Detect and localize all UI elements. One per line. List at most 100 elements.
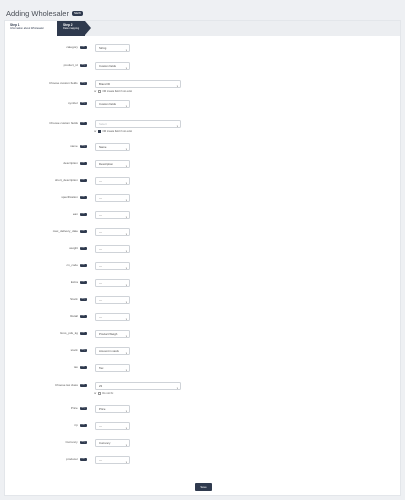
- step-1[interactable]: Step 1 Information about Wholesaler: [5, 21, 57, 36]
- chevron-down-icon: ▾: [125, 266, 127, 270]
- create-field-checkbox[interactable]: [97, 130, 101, 133]
- field-tag-badge: OPT: [79, 457, 87, 461]
- field-select[interactable]: Amount in stock ▾: [95, 347, 130, 355]
- field-tag-badge: REQ: [79, 406, 87, 410]
- chevron-down-icon: ▾: [125, 48, 127, 52]
- field-label-text: short_description: [55, 178, 78, 182]
- step-1-subtitle: Information about Wholesaler: [10, 27, 44, 30]
- field-select[interactable]: --- ▾: [95, 456, 130, 464]
- chevron-down-icon: ▾: [125, 409, 127, 413]
- field-select-value: ---: [99, 424, 102, 428]
- field-label: Choose custom fields REQ: [49, 81, 87, 85]
- page-header: Adding Wholesaler NEW: [0, 0, 405, 22]
- field-select[interactable]: --- ▾: [95, 194, 130, 202]
- field-select[interactable]: --- ▾: [95, 262, 130, 270]
- field-select[interactable]: Currency ▾: [95, 439, 130, 447]
- field-select[interactable]: 23 ▾: [95, 382, 181, 390]
- field-select[interactable]: --- ▾: [95, 228, 130, 236]
- field-tag-badge: REQ: [79, 101, 87, 105]
- chevron-down-icon: ▾: [176, 84, 178, 88]
- stepper: Step 1 Information about Wholesaler Step…: [5, 21, 400, 36]
- field-select-value: ---: [99, 196, 102, 200]
- field-select[interactable]: Description ▾: [95, 160, 130, 168]
- or-label: or: [94, 130, 97, 133]
- field-label-text: rrp: [74, 423, 78, 427]
- field-select[interactable]: Product Weigh ▾: [95, 330, 130, 338]
- field-select-value: Tax: [99, 366, 104, 370]
- field-tag-badge: OPT: [79, 229, 87, 233]
- field-label-text: product_id: [63, 63, 78, 67]
- field-label: cn_code OPT: [67, 263, 87, 267]
- field-tag-badge: OPT: [79, 280, 87, 284]
- field-tag-badge: OPT: [79, 178, 87, 182]
- field-label: Choose custom fields OPT: [49, 121, 87, 125]
- field-select-value: String: [99, 46, 107, 50]
- field-select[interactable]: --- ▾: [95, 245, 130, 253]
- field-select[interactable]: Brand ID ▾: [95, 80, 181, 88]
- chevron-down-icon: ▾: [125, 317, 127, 321]
- field-label-text: specification: [61, 195, 78, 199]
- field-select[interactable]: Custom fields ▾: [95, 62, 130, 70]
- create-field-checkbox[interactable]: [97, 90, 101, 93]
- field-select[interactable]: Price ▾: [95, 405, 130, 413]
- field-select[interactable]: --- ▾: [95, 422, 130, 430]
- field-select-value: ---: [99, 298, 102, 302]
- field-label: specification OPT: [61, 195, 87, 199]
- field-label-text: tax: [73, 365, 78, 369]
- field-label-text: Extra: [70, 280, 78, 284]
- field-select[interactable]: Select ▾: [95, 120, 181, 128]
- field-tag-badge: REQ: [79, 348, 87, 352]
- create-field-option: or OR create field if not exist: [94, 90, 132, 93]
- field-select-value: ---: [99, 315, 102, 319]
- field-select-value: Name: [99, 145, 107, 149]
- or-label: or: [94, 392, 97, 395]
- chevron-down-icon: ▾: [125, 232, 127, 236]
- chevron-down-icon: ▾: [125, 215, 127, 219]
- field-select[interactable]: Custom fields ▾: [95, 100, 130, 108]
- field-label: description OPT: [63, 161, 87, 165]
- field-label: ean OPT: [73, 212, 87, 216]
- field-select[interactable]: String ▾: [95, 44, 130, 52]
- field-tag-badge: OPT: [79, 45, 87, 49]
- field-select[interactable]: --- ▾: [95, 177, 130, 185]
- field-select[interactable]: Name ▾: [95, 143, 130, 151]
- chevron-down-icon: ▾: [125, 147, 127, 151]
- field-select-value: 23: [99, 384, 103, 388]
- field-tag-badge: OPT: [79, 365, 87, 369]
- field-label-text: Gros_pds_kg: [60, 331, 78, 335]
- page-title: Adding Wholesaler: [6, 8, 69, 18]
- field-select[interactable]: --- ▾: [95, 313, 130, 321]
- chevron-down-icon: ▾: [125, 181, 127, 185]
- chevron-down-icon: ▾: [125, 283, 127, 287]
- chevron-down-icon: ▾: [176, 124, 178, 128]
- field-label-text: Stock: [70, 297, 78, 301]
- field-tag-badge: OPT: [79, 161, 87, 165]
- chevron-down-icon: ▾: [125, 66, 127, 70]
- field-label-text: producer: [66, 457, 78, 461]
- field-label: product_id REQ: [64, 63, 87, 67]
- field-label: Gros_pds_kg OPT: [60, 331, 87, 335]
- field-label-text: Price: [70, 406, 78, 410]
- field-select[interactable]: --- ▾: [95, 211, 130, 219]
- chevron-down-icon: ▾: [125, 460, 127, 464]
- field-select-value: Price: [99, 407, 106, 411]
- field-label-text: max_delivery_date: [52, 229, 78, 233]
- field-label-text: category: [66, 45, 78, 49]
- field-tag-badge: REQ: [79, 81, 87, 85]
- form-card: Step 1 Information about Wholesaler Step…: [4, 20, 401, 496]
- field-select-value: Description: [99, 162, 113, 166]
- field-label: Choose tax class OPT: [55, 383, 87, 387]
- chevron-down-icon: ▾: [125, 443, 127, 447]
- new-badge: NEW: [71, 10, 83, 16]
- field-select-value: Custom fields: [99, 102, 116, 106]
- field-tag-badge: OPT: [79, 331, 87, 335]
- field-select[interactable]: --- ▾: [95, 279, 130, 287]
- field-select-value: ---: [99, 247, 102, 251]
- step-2[interactable]: Step 2 Data mapping: [57, 21, 85, 36]
- or-label: or: [94, 90, 97, 93]
- create-field-checkbox[interactable]: [97, 392, 101, 395]
- save-button[interactable]: Save: [195, 483, 212, 491]
- field-select[interactable]: --- ▾: [95, 296, 130, 304]
- field-select[interactable]: Tax ▾: [95, 364, 130, 372]
- field-label-text: description: [63, 161, 78, 165]
